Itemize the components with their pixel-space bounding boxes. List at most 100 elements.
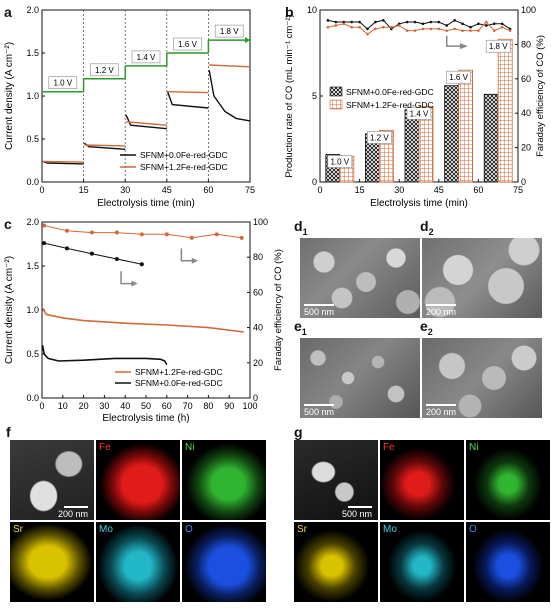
bar-voltage-box-b [446,70,471,84]
fe-point-c [114,256,119,261]
x-tick-label-c: 100 [242,401,257,411]
eds-label-ni-g: Ni [469,442,479,453]
eds-map-g-mo: Mo [380,522,464,602]
legend-swatch-b1 [329,99,343,110]
fe-point-b [413,20,417,24]
fe-point-b [389,25,393,29]
x-tick-label-b: 60 [473,185,483,195]
fe-line-b-0 [327,19,511,30]
y-axis-label-b: Production rate of CO (mL min⁻¹ cm⁻²) [284,14,295,177]
fe-point-b [500,22,504,26]
y2-tick-label-b: 100 [521,5,536,15]
voltage-arrow-a [245,37,250,44]
fe-point-c [42,223,47,228]
eds-label-mo: Mo [99,524,113,535]
series-line-a-0 [125,114,167,130]
eds-label-sr: Sr [13,524,23,535]
eds-map-g-fe: Fe [380,440,464,520]
fe-point-c [64,228,69,233]
y-axis-label-a: Current density (A cm⁻²) [4,42,15,150]
voltage-label-box-a [48,76,78,89]
sem-image-e2: 200 nm [422,338,542,418]
panel-letter-b: b [285,4,294,20]
y2-tick-label-c: 60 [253,287,263,297]
sem-image-e1: 500 nm [300,338,420,418]
panel-letter-d1: d1 [294,218,308,237]
scalebar-label-d2: 200 nm [426,307,457,317]
series-line-a-0 [166,91,209,109]
y2-tick-label-c: 100 [253,217,268,227]
current-line-c-0 [41,307,244,333]
bar-voltage-label-b: 1.8 V [489,42,508,51]
legend-swatch-b0 [329,86,343,97]
fe-point-b [326,19,330,22]
eds-label-fe-g: Fe [383,442,395,453]
fe-point-b [358,20,361,24]
x-tick-label-c: 50 [141,401,151,411]
fe-point-b [342,22,346,26]
x-tick-label-c: 80 [203,401,213,411]
x-tick-label-b: 0 [317,185,322,195]
fe-point-c [189,235,194,240]
y2-tick-label-c: 80 [253,252,263,262]
voltage-label-a: 1.4 V [137,53,156,62]
scalebar-label-e2: 200 nm [426,407,457,417]
fe-point-c [139,232,144,237]
bar-voltage-box-b [485,39,511,53]
fe-point-b [469,25,472,29]
fe-point-b [429,27,433,31]
y2-tick-label-c: 40 [253,323,263,333]
fe-point-b [461,22,464,26]
fe-point-c [89,251,94,256]
chart-a: 0 15 30 45 60 75 0.0 0.5 1.0 1.5 2.0 Electrolysis t… [4,5,255,209]
y-tick-label-c: 1.0 [26,305,39,315]
bar-b-s1 [418,105,434,183]
panel-letter-a: a [4,4,12,20]
fe-point-b [469,29,472,32]
fe-point-b [350,20,353,24]
bar-b-s1 [497,38,513,183]
fe-point-b [350,25,353,29]
fe-point-b [326,25,330,29]
fe-point-b [508,29,512,32]
series-line-a-1 [42,160,84,163]
y-tick-label-b: 5 [312,91,317,101]
voltage-label-a: 1.2 V [95,66,114,75]
eds-map-f-mo: Mo [96,522,180,602]
bar-voltage-label-b: 1.0 V [330,157,349,166]
fe-point-c [42,241,47,246]
y2-tick-label-b: 80 [521,39,531,49]
voltage-label-a: 1.6 V [178,40,197,49]
fe-point-b [382,25,385,29]
x-axis-label-c: Electrolysis time (h) [102,413,189,424]
bar-voltage-box-b [367,131,392,144]
y-tick-label-b: 10 [307,5,317,15]
fe-point-b [477,29,480,32]
fe-point-c [64,246,69,251]
x-tick-label-b: 15 [355,185,365,195]
x-tick-label-c: 10 [58,401,68,411]
fe-axis-arrow-b [445,35,463,47]
bar-voltage-box-b [327,155,353,168]
eds-map-f-o: O [182,522,266,602]
scalebar-label-d1: 500 nm [304,307,335,317]
eds-map-f-sr: Sr [10,522,94,602]
fe-point-b [413,29,417,32]
x-tick-label-a: 60 [203,185,213,195]
panel-letter-f: f [6,424,11,440]
stem-image-g: 500 nm [294,440,378,520]
x-tick-label-c: 60 [162,401,172,411]
fe-point-b [453,27,456,31]
fe-point-b [358,25,361,29]
y2-tick-label-b: 40 [521,108,531,118]
sem-image-d1: 500 nm [300,238,420,318]
x-tick-label-a: 45 [162,185,172,195]
eds-label-fe: Fe [99,442,111,453]
eds-label-sr-g: Sr [297,524,307,535]
eds-map-g-o: O [466,522,550,602]
chart-b: 0 15 30 45 60 750510020406080100Electrolysis … [284,5,546,209]
voltage-label-box-a [173,37,202,51]
series-line-a-1 [167,91,209,94]
y2-axis-label-b: Faraday efficiency of CO (%) [535,35,546,157]
x-axis-label-b: Electrolysis time (min) [370,198,468,209]
